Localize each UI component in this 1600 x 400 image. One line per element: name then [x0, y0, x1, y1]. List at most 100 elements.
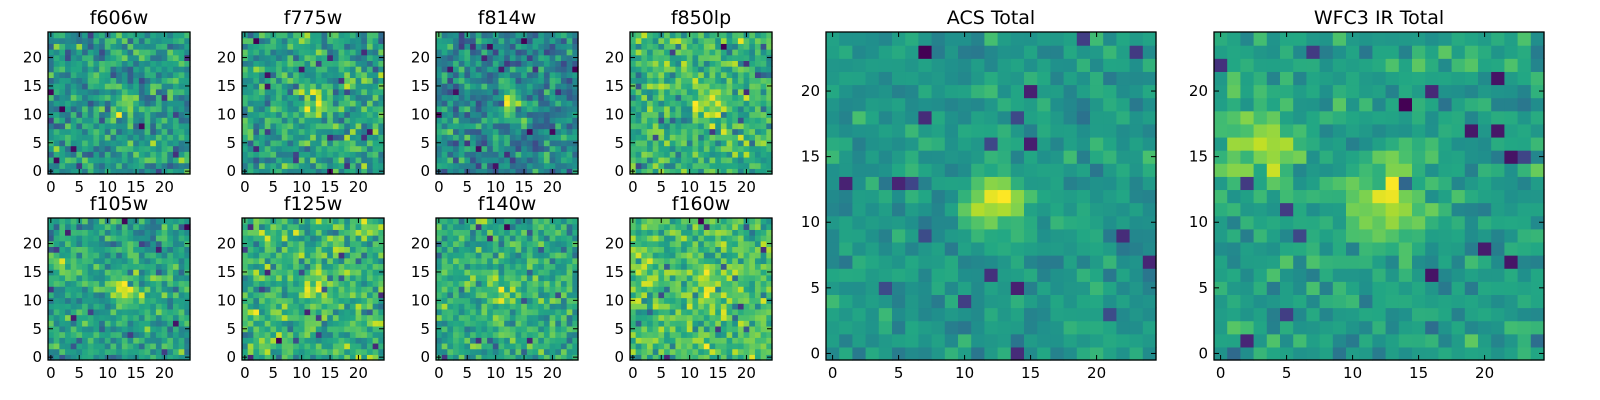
heatmap-cell: [732, 60, 739, 67]
heatmap-cell: [264, 263, 271, 270]
heatmap-cell: [675, 60, 682, 67]
heatmap-cell: [492, 263, 500, 270]
heatmap-cell: [470, 128, 477, 135]
heatmap-cell: [338, 331, 345, 338]
heatmap-cell: [138, 320, 146, 327]
heatmap-cell: [276, 314, 283, 321]
heatmap-cell: [447, 139, 454, 147]
heatmap-cell: [681, 122, 688, 130]
heatmap-cell: [441, 337, 448, 344]
heatmap-cell: [270, 331, 277, 338]
heatmap-cell: [93, 122, 100, 130]
heatmap-cell: [344, 134, 351, 141]
heatmap-cell: [70, 274, 77, 282]
heatmap-cell: [760, 77, 767, 84]
heatmap-cell: [698, 303, 705, 310]
heatmap-cell: [436, 252, 443, 259]
heatmap-cell: [304, 291, 311, 299]
heatmap-cell: [658, 280, 665, 287]
heatmap-cell: [470, 168, 477, 175]
heatmap-cell: [441, 71, 448, 79]
heatmap-cell: [464, 348, 471, 355]
heatmap-cell: [99, 66, 106, 73]
heatmap-cell: [487, 111, 494, 118]
heatmap-cell: [549, 291, 556, 299]
heatmap-cell: [515, 71, 522, 79]
heatmap-cell: [150, 308, 157, 316]
heatmap-cell: [65, 156, 72, 164]
heatmap-cell: [293, 274, 300, 282]
heatmap-cell: [53, 252, 60, 259]
heatmap-cell: [709, 342, 716, 350]
heatmap-cell: [332, 246, 340, 253]
heatmap-cell: [259, 60, 266, 67]
heatmap-cell: [715, 280, 722, 287]
heatmap-cell: [475, 269, 483, 276]
heatmap-cell: [458, 111, 465, 118]
heatmap-cell: [349, 54, 357, 61]
heatmap-cell: [532, 94, 539, 101]
heatmap-cell: [560, 348, 568, 355]
heatmap-cell: [521, 240, 528, 247]
heatmap-cell: [287, 354, 294, 361]
heatmap-cell: [481, 122, 488, 130]
heatmap-cell: [555, 218, 562, 225]
heatmap-cell: [521, 100, 528, 107]
heatmap-cell: [104, 134, 112, 141]
heatmap-cell: [355, 145, 362, 152]
heatmap-cell: [675, 88, 682, 96]
heatmap-cell: [116, 100, 123, 107]
heatmap-cell: [304, 32, 311, 39]
heatmap-cell: [184, 49, 191, 56]
heatmap-cell: [526, 162, 534, 169]
heatmap-cell: [315, 49, 323, 56]
heatmap-cell: [481, 156, 488, 164]
heatmap-cell: [526, 128, 534, 135]
heatmap-cell: [532, 128, 539, 135]
heatmap-cell: [242, 314, 249, 321]
heatmap-cell: [498, 257, 505, 265]
heatmap-cell: [161, 122, 168, 130]
heatmap-cell: [372, 325, 379, 333]
heatmap-cell: [572, 348, 579, 355]
heatmap-cell: [76, 100, 83, 107]
heatmap-cell: [675, 348, 682, 355]
heatmap-cell: [681, 325, 688, 333]
heatmap-cell: [560, 223, 568, 230]
heatmap-cell: [475, 252, 483, 259]
heatmap-cell: [287, 286, 294, 293]
heatmap-cell: [555, 66, 562, 73]
heatmap-cell: [361, 105, 368, 113]
heatmap-cell: [327, 303, 334, 310]
heatmap-cell: [709, 54, 716, 61]
heatmap-cell: [686, 117, 694, 124]
heatmap-cell: [281, 134, 289, 141]
heatmap-cell: [681, 49, 688, 56]
heatmap-cell: [133, 105, 140, 113]
heatmap-cell: [635, 66, 642, 73]
heatmap-cell: [521, 229, 528, 236]
heatmap-cell: [361, 168, 368, 175]
heatmap-cell: [144, 223, 151, 230]
heatmap-cell: [270, 100, 277, 107]
heatmap-cell: [754, 139, 762, 147]
heatmap-cell: [276, 229, 283, 236]
heatmap-cell: [532, 218, 539, 225]
heatmap-cell: [144, 240, 151, 247]
heatmap-cell: [155, 128, 163, 135]
heatmap-cell: [338, 320, 345, 327]
heatmap-cell: [698, 111, 705, 118]
heatmap-cell: [543, 320, 551, 327]
heatmap-cell: [372, 274, 379, 282]
heatmap-cell: [566, 320, 573, 327]
heatmap-cell: [344, 71, 351, 79]
heatmap-cell: [321, 111, 328, 118]
heatmap-cell: [630, 314, 637, 321]
heatmap-cell: [242, 156, 249, 164]
heatmap-cell: [327, 83, 334, 90]
heatmap-cell: [549, 37, 556, 44]
heatmap-cell: [332, 122, 340, 130]
heatmap-cell: [315, 354, 323, 361]
heatmap-cell: [715, 139, 722, 147]
